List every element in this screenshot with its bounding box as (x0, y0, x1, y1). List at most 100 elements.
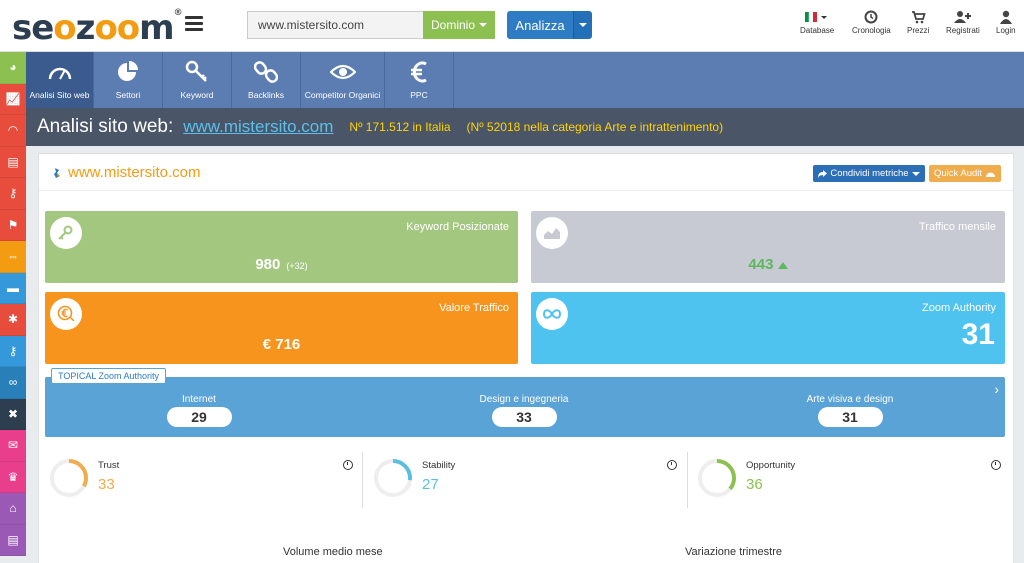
metric-stability: Stability 27 (369, 452, 689, 508)
tab-settori[interactable]: Settori (94, 52, 163, 108)
tools-tabbar: Analisi Sito web Settori Keyword Backlin… (26, 52, 1024, 108)
topical-item[interactable]: Internet 29 (139, 394, 259, 427)
zoom-authority-value: 31 (961, 318, 995, 351)
tab-competitor-organici[interactable]: Competitor Organici (301, 52, 385, 108)
traffic-value: 443 (748, 256, 774, 273)
sidebar-tools-icon[interactable]: ✖ (0, 398, 26, 430)
sidebar-document-icon[interactable]: ▤ (0, 146, 26, 178)
euro-icon (409, 60, 429, 84)
domain-search-input[interactable] (247, 11, 423, 39)
caret-down-icon (479, 23, 487, 27)
card-title: Zoom Authority (922, 302, 996, 314)
share-metrics-button[interactable]: Condividi metriche (813, 165, 925, 182)
sidebar-flag-icon[interactable]: ⚑ (0, 209, 26, 241)
pie-chart-icon (116, 60, 140, 84)
nav-label: Login (996, 26, 1016, 35)
card-value: 443 (531, 256, 1005, 273)
topical-tag: TOPICAL Zoom Authority (51, 368, 167, 384)
tab-backlinks[interactable]: Backlinks (232, 52, 301, 108)
italy-flag-icon (805, 8, 829, 26)
clock-icon[interactable] (667, 460, 677, 470)
topical-zoom-authority: Internet 29 Design e ingegneria 33 Arte … (45, 377, 1005, 437)
traffic-value-euro: € 716 (262, 336, 301, 353)
tab-analisi-sito-web[interactable]: Analisi Sito web (26, 52, 94, 108)
menu-icon[interactable] (185, 16, 203, 34)
metric-opportunity: Opportunity 36 (693, 452, 1013, 508)
tab-label: Competitor Organici (304, 90, 381, 100)
infinity-icon (536, 298, 568, 330)
nav-label: Registrati (946, 26, 980, 35)
sidebar-castle-icon[interactable]: ⌂ (0, 493, 26, 525)
italy-rank: Nº 171.512 in Italia (349, 120, 451, 134)
sidebar-link-icon[interactable]: ∞ (0, 367, 26, 399)
analizza-options-button[interactable] (573, 11, 592, 39)
sidebar-trophy-icon[interactable]: ♛ (0, 461, 26, 493)
chevron-right-icon[interactable]: › (994, 381, 999, 397)
card-valore-traffico[interactable]: Valore Traffico € 716 (45, 292, 518, 364)
site-favicon-icon (54, 168, 60, 178)
nav-label: Prezzi (907, 26, 930, 35)
card-traffico-mensile[interactable]: Traffico mensile 443 (531, 211, 1005, 283)
card-title: Valore Traffico (439, 302, 509, 314)
topical-item[interactable]: Design e ingegneria 33 (464, 394, 584, 427)
card-keyword-posizionate[interactable]: Keyword Posizionate 980 (+32) (45, 211, 518, 283)
card-title: Traffico mensile (918, 221, 996, 233)
sidebar-key-icon[interactable]: ⚷ (0, 335, 26, 367)
cart-icon (911, 8, 926, 26)
analizza-button[interactable]: Analizza (507, 11, 573, 39)
nav-cronologia[interactable]: Cronologia (852, 8, 891, 35)
card-zoom-authority[interactable]: Zoom Authority 31 (531, 292, 1005, 364)
sidebar-gauge-icon[interactable]: ◠ (0, 115, 26, 147)
metric-label: Trust (98, 460, 120, 471)
tab-label: PPC (410, 90, 428, 100)
keyword-count: 980 (255, 256, 281, 273)
area-chart-icon (536, 217, 568, 249)
card-title: Keyword Posizionate (406, 221, 509, 233)
metric-trust: Trust 33 (45, 452, 365, 508)
metric-value: 27 (422, 476, 439, 493)
analysis-title-bar: Analisi sito web: www.mistersito.com Nº … (26, 108, 1024, 146)
audit-label: Quick Audit (933, 168, 983, 179)
sidebar-trend-icon[interactable]: 📈 (0, 83, 26, 115)
sidebar-compare-icon[interactable]: ⇔ (0, 241, 26, 273)
nav-registrati[interactable]: Registrati (946, 8, 980, 35)
clock-icon[interactable] (343, 460, 353, 470)
nav-label: Database (800, 26, 835, 35)
nav-prezzi[interactable]: Prezzi (907, 8, 929, 35)
domain-link[interactable]: www.mistersito.com (183, 117, 334, 136)
tab-ppc[interactable]: PPC (385, 52, 454, 108)
volume-label: Volume medio mese (283, 546, 383, 558)
clock-icon[interactable] (991, 460, 1001, 470)
gauge-icon (986, 172, 996, 177)
nav-database[interactable]: Database (800, 8, 834, 35)
eye-icon (329, 60, 356, 84)
panel-header: www.mistersito.com Condividi metriche Qu… (39, 154, 1013, 191)
sidebar-report-icon[interactable]: ▤ (0, 524, 26, 556)
tab-label: Keyword (180, 90, 214, 100)
sidebar-key-icon[interactable]: ⚷ (0, 178, 26, 210)
quick-audit-button[interactable]: Quick Audit (929, 165, 1001, 182)
dominio-dropdown-button[interactable]: Dominio (423, 11, 495, 39)
tab-keyword[interactable]: Keyword (163, 52, 232, 108)
sidebar-book-icon[interactable]: ▬ (0, 272, 26, 304)
tab-label: Settori (115, 90, 141, 100)
divider (687, 452, 688, 508)
divider (362, 452, 363, 508)
sidebar-bug-icon[interactable]: ✱ (0, 304, 26, 336)
share-label: Condividi metriche (830, 168, 909, 179)
sidebar-globe-icon[interactable]: ◕ (0, 52, 26, 84)
site-name: www.mistersito.com (68, 164, 201, 181)
metric-value: 33 (98, 476, 115, 493)
user-icon (999, 8, 1013, 26)
key-icon (50, 217, 82, 249)
key-icon (185, 60, 209, 84)
topical-item[interactable]: Arte visiva e design 31 (790, 394, 910, 427)
nav-login[interactable]: Login (996, 8, 1016, 35)
sidebar-megaphone-icon[interactable]: ✉ (0, 430, 26, 462)
keyword-delta: (+32) (286, 261, 308, 271)
chain-icon (254, 60, 278, 84)
topical-label: Arte visiva e design (806, 394, 894, 405)
logo[interactable]: seozoom® (12, 8, 183, 48)
caret-down-icon (911, 171, 920, 176)
opportunity-ring (698, 459, 736, 497)
